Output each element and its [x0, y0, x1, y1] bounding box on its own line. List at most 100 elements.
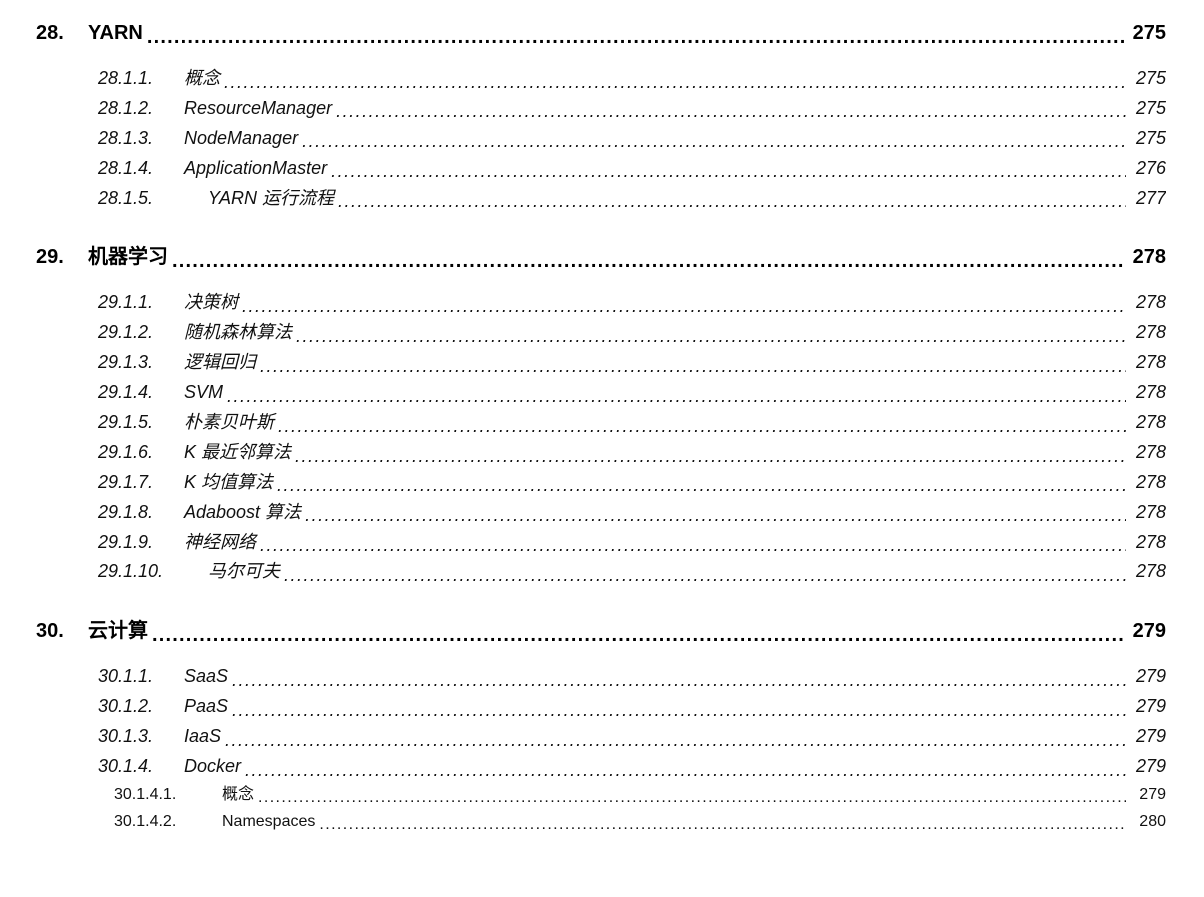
toc-entry[interactable]: 30.1.4.1.概念279 [28, 783, 1166, 808]
toc-entry-number: 29.1.4. [98, 379, 184, 407]
toc-entry[interactable]: 30.1.4.Docker 279 [28, 753, 1166, 781]
toc-entry-number: 30.1.4.2. [114, 810, 222, 835]
toc-entry[interactable]: 30.1.2.PaaS 279 [28, 693, 1166, 721]
toc-entry[interactable]: 28.YARN 275 [28, 22, 1166, 45]
toc-page: 28.YARN27528.1.1.概念27528.1.2.ResourceMan… [0, 0, 1204, 857]
toc-entry-page: 275 [1126, 65, 1166, 93]
toc-entry[interactable]: 29.1.10.马尔可夫 278 [28, 558, 1166, 586]
toc-entry[interactable]: 30.云计算279 [28, 614, 1166, 643]
toc-entry-number: 29.1.6. [98, 439, 184, 467]
toc-entry[interactable]: 29.1.7.K 均值算法278 [28, 469, 1166, 497]
toc-leader-dots [232, 667, 1126, 691]
toc-entry-title: 逻辑回归 [184, 349, 260, 377]
toc-entry-title: ResourceManager [184, 95, 336, 123]
toc-entry-title: ApplicationMaster [184, 155, 331, 183]
toc-entry-number: 28. [28, 22, 88, 45]
toc-entry-title: 概念 [184, 65, 224, 93]
toc-leader-dots [260, 532, 1126, 556]
toc-entry[interactable]: 30.1.4.2.Namespaces 280 [28, 810, 1166, 835]
toc-entry[interactable]: 29.机器学习 278 [28, 240, 1166, 269]
toc-entry-page: 278 [1126, 558, 1166, 586]
toc-entry-title: 决策树 [184, 289, 242, 317]
toc-entry-page: 276 [1126, 155, 1166, 183]
toc-entry-title: NodeManager [184, 125, 302, 153]
toc-entry[interactable]: 29.1.1.决策树278 [28, 289, 1166, 317]
toc-leader-dots [338, 188, 1126, 212]
toc-entry[interactable]: 28.1.5.YARN 运行流程 277 [28, 185, 1166, 213]
toc-entry-title: YARN [88, 22, 147, 45]
toc-entry-number: 28.1.5. [98, 185, 208, 213]
toc-entry[interactable]: 29.1.3.逻辑回归 278 [28, 349, 1166, 377]
toc-leader-dots [245, 757, 1126, 781]
toc-leader-dots [172, 250, 1126, 269]
toc-entry-number: 28.1.4. [98, 155, 184, 183]
toc-entry-title: K 均值算法 [184, 469, 277, 497]
toc-entry-title: 机器学习 [88, 240, 172, 269]
toc-entry-number: 29.1.7. [98, 469, 184, 497]
toc-leader-dots [147, 26, 1126, 45]
toc-entry-page: 278 [1126, 319, 1166, 347]
toc-entry-page: 275 [1126, 125, 1166, 153]
toc-entry-number: 29.1.2. [98, 319, 184, 347]
toc-entry-number: 28.1.3. [98, 125, 184, 153]
toc-entry-number: 30.1.2. [98, 693, 184, 721]
toc-entry-page: 279 [1126, 620, 1166, 643]
toc-entry-page: 278 [1126, 379, 1166, 407]
toc-entry-title: K 最近邻算法 [184, 439, 295, 467]
toc-entry[interactable]: 28.1.2.ResourceManager275 [28, 95, 1166, 123]
toc-entry-number: 30.1.1. [98, 663, 184, 691]
toc-leader-dots [296, 323, 1126, 347]
toc-entry[interactable]: 30.1.3.IaaS279 [28, 723, 1166, 751]
toc-leader-dots [319, 813, 1126, 835]
toc-entry-number: 29.1.3. [98, 349, 184, 377]
toc-entry[interactable]: 29.1.2.随机森林算法278 [28, 319, 1166, 347]
toc-entry-title: 神经网络 [184, 529, 260, 557]
toc-entry-page: 278 [1126, 349, 1166, 377]
toc-leader-dots [295, 443, 1126, 467]
toc-entry-title: Adaboost 算法 [184, 499, 305, 527]
toc-entry-page: 275 [1126, 22, 1166, 45]
toc-entry-page: 278 [1126, 246, 1166, 269]
toc-entry-page: 279 [1126, 693, 1166, 721]
toc-entry-page: 280 [1126, 810, 1166, 835]
toc-entry-page: 279 [1126, 723, 1166, 751]
toc-entry-page: 278 [1126, 439, 1166, 467]
toc-entry-page: 278 [1126, 499, 1166, 527]
toc-entry-title: Docker [184, 753, 245, 781]
toc-leader-dots [258, 786, 1126, 808]
toc-leader-dots [232, 697, 1126, 721]
toc-entry-page: 279 [1126, 783, 1166, 808]
toc-entry[interactable]: 28.1.1.概念275 [28, 65, 1166, 93]
toc-entry-number: 30.1.3. [98, 723, 184, 751]
toc-leader-dots [336, 98, 1126, 122]
toc-entry-page: 278 [1126, 409, 1166, 437]
toc-leader-dots [284, 562, 1126, 586]
toc-entry[interactable]: 29.1.5.朴素贝叶斯278 [28, 409, 1166, 437]
toc-entry-title: YARN 运行流程 [208, 185, 338, 213]
toc-entry-page: 279 [1126, 663, 1166, 691]
toc-leader-dots [152, 624, 1126, 643]
toc-entry-number: 30.1.4. [98, 753, 184, 781]
toc-entry[interactable]: 29.1.8.Adaboost 算法278 [28, 499, 1166, 527]
toc-entry-page: 279 [1126, 753, 1166, 781]
toc-entry[interactable]: 29.1.9.神经网络 278 [28, 529, 1166, 557]
toc-entry-number: 29.1.1. [98, 289, 184, 317]
toc-leader-dots [305, 502, 1126, 526]
toc-entry[interactable]: 30.1.1.SaaS279 [28, 663, 1166, 691]
toc-entry-page: 277 [1126, 185, 1166, 213]
toc-entry-number: 29.1.10. [98, 558, 208, 586]
toc-entry-title: SVM [184, 379, 227, 407]
toc-entry-page: 278 [1126, 529, 1166, 557]
toc-entry-title: 马尔可夫 [208, 558, 284, 586]
toc-entry-number: 29. [28, 246, 88, 269]
toc-entry[interactable]: 28.1.3.NodeManager 275 [28, 125, 1166, 153]
toc-entry-title: 朴素贝叶斯 [184, 409, 278, 437]
toc-entry-title: PaaS [184, 693, 232, 721]
toc-entry-title: 云计算 [88, 614, 152, 643]
toc-entry-title: Namespaces [222, 810, 319, 835]
toc-entry[interactable]: 29.1.6.K 最近邻算法 278 [28, 439, 1166, 467]
toc-entry-number: 29.1.9. [98, 529, 184, 557]
toc-entry-title: 概念 [222, 783, 258, 808]
toc-entry[interactable]: 28.1.4.ApplicationMaster 276 [28, 155, 1166, 183]
toc-entry[interactable]: 29.1.4.SVM 278 [28, 379, 1166, 407]
